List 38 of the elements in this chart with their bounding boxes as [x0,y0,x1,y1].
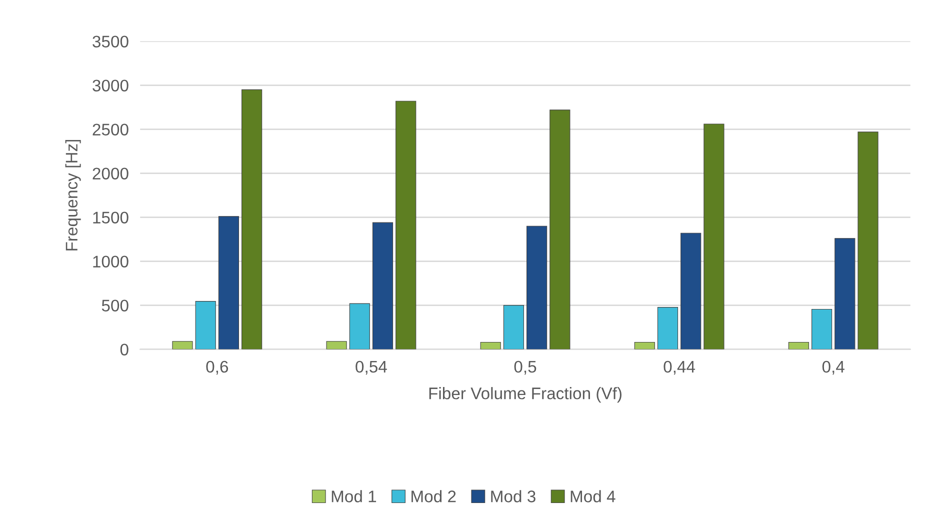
x-axis-title: Fiber Volume Fraction (Vf) [429,387,622,403]
legend-label: Mod 3 [491,490,536,502]
x-tick-label: 0,5 [514,360,536,375]
bar [858,132,878,350]
bar [834,238,856,350]
legend-label: Mod 2 [412,490,456,502]
x-tick-label: 0,54 [356,360,387,375]
bar [396,100,416,350]
x-tick-label: 0,6 [206,360,228,375]
bar [242,89,262,350]
bar [218,216,239,350]
x-tick-label: 0,4 [822,360,844,375]
y-tick-label: 1000 [93,256,128,268]
y-tick-label: 3500 [92,36,128,48]
legend-label: Mod 1 [332,490,376,502]
y-tick-label: 0 [120,344,128,356]
legend-label: Mod 4 [570,490,616,502]
bar [680,232,702,350]
bar [349,303,370,350]
bar [788,342,809,350]
bar [657,307,678,350]
bar [503,305,524,350]
y-tick-label: 2000 [92,168,128,180]
bar [634,342,655,350]
y-tick-label: 500 [102,300,128,312]
bar [526,226,548,350]
bar [550,110,570,350]
x-tick-label: 0,44 [664,360,696,375]
y-tick-label: 3000 [92,80,128,92]
bar [326,341,347,350]
bar [372,222,394,350]
y-tick-label: 2500 [92,124,128,136]
y-axis-title: Frequency [Hz] [65,140,81,250]
bar [172,341,193,350]
bar [195,301,216,350]
bar [480,342,501,350]
y-tick-label: 1500 [93,212,128,224]
bar [704,124,724,350]
